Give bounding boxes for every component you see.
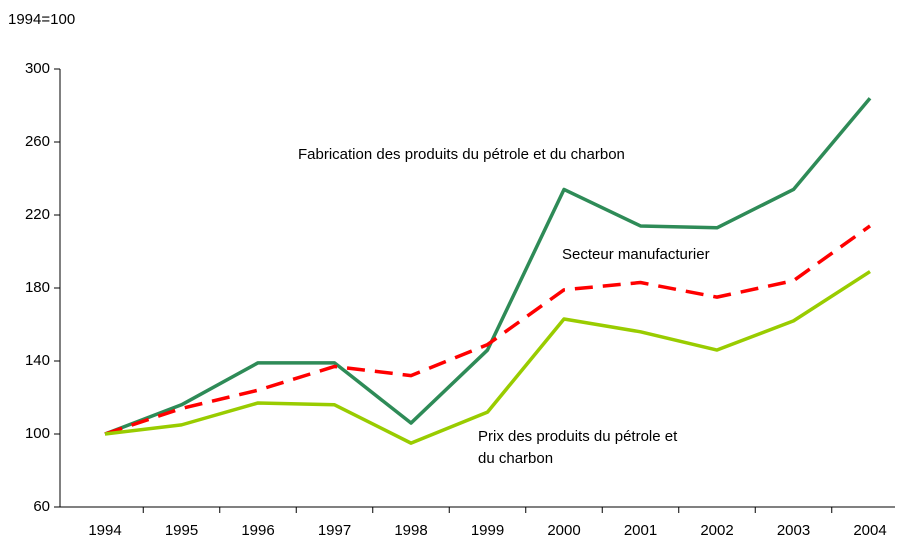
y-tick-label: 220 — [25, 206, 50, 223]
x-tick-label: 1996 — [241, 522, 274, 539]
series-line — [104, 224, 872, 436]
x-tick-label: 1997 — [318, 522, 351, 539]
series-annotation: Fabrication des produits du pétrole et d… — [298, 146, 625, 163]
y-tick-label: 140 — [25, 352, 50, 369]
y-tick-label: 180 — [25, 279, 50, 296]
y-tick-label: 60 — [33, 498, 50, 515]
series-line — [104, 270, 871, 445]
x-tick-label: 1995 — [165, 522, 198, 539]
x-tick-label: 2001 — [624, 522, 657, 539]
y-unit-label: 1994=100 — [8, 11, 75, 28]
x-tick-label: 2004 — [853, 522, 886, 539]
x-tick-label: 2002 — [700, 522, 733, 539]
x-tick-label: 1994 — [88, 522, 121, 539]
y-tick-label: 300 — [25, 60, 50, 77]
series-annotation: Prix des produits du pétrole et du charb… — [478, 428, 678, 467]
series-line — [104, 97, 872, 436]
y-tick-label: 100 — [25, 425, 50, 442]
x-tick-label: 2000 — [547, 522, 580, 539]
y-tick-label: 260 — [25, 133, 50, 150]
series-annotation: Secteur manufacturier — [562, 246, 710, 263]
x-tick-label: 1999 — [471, 522, 504, 539]
x-tick-label: 1998 — [394, 522, 427, 539]
x-tick-label: 2003 — [777, 522, 810, 539]
